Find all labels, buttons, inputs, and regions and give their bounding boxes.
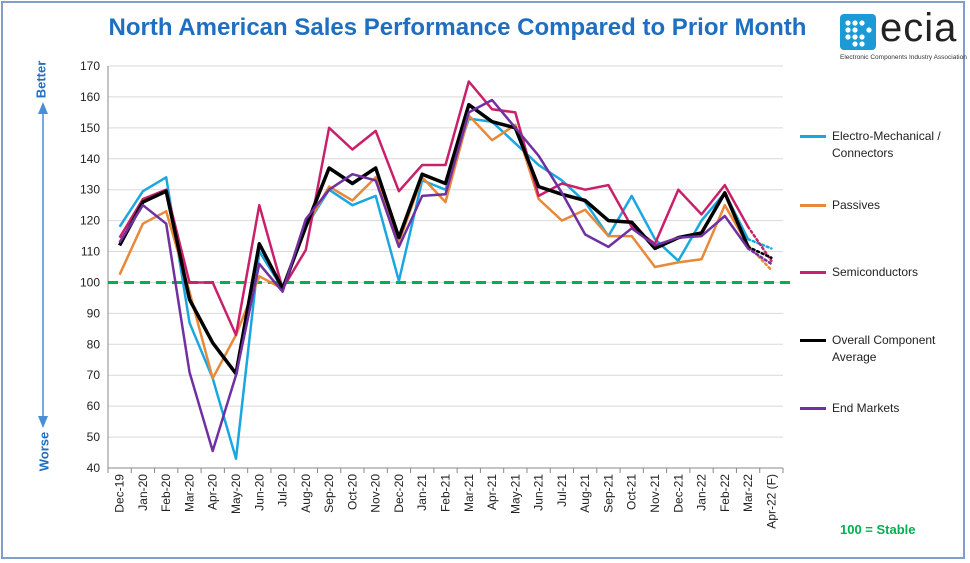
x-tick-label: Feb-20 — [159, 474, 173, 512]
y-tick-label: 90 — [87, 306, 101, 320]
y-tick-label: 60 — [87, 399, 101, 413]
x-tick-label: Aug-20 — [299, 474, 313, 513]
x-tick-label: Feb-22 — [718, 474, 732, 512]
y-tick-label: 160 — [80, 90, 100, 104]
y-tick-label: 140 — [80, 152, 100, 166]
x-tick-label: Nov-20 — [369, 474, 383, 513]
series-lines — [118, 80, 773, 460]
x-tick-label: Mar-22 — [741, 474, 755, 512]
legend-swatch-passives — [800, 204, 826, 207]
x-tick-label: Jan-22 — [695, 474, 709, 511]
legend-label-end-markets: End Markets — [832, 401, 900, 415]
x-axis: Dec-19 Jan-20 Feb-20 Mar-20 Apr-20 May-20 Jun-… — [107, 467, 784, 529]
y-tick-label: 150 — [80, 121, 100, 135]
x-tick-label: Jul-21 — [555, 474, 569, 507]
legend-label-passives: Passives — [832, 198, 881, 212]
y-tick-label: 130 — [80, 183, 100, 197]
better-worse-arrow — [38, 102, 48, 428]
legend-swatch-end-markets — [800, 407, 826, 410]
series-forecast-3 — [746, 245, 773, 259]
y-tick-label: 120 — [80, 214, 100, 228]
stable-note: 100 = Stable — [840, 522, 916, 537]
series-line-4 — [118, 98, 750, 453]
x-tick-label: Jan-20 — [136, 474, 150, 511]
x-tick-label: Feb-21 — [439, 474, 453, 512]
x-tick-label: Jan-21 — [415, 474, 429, 511]
x-tick-label: Mar-21 — [462, 474, 476, 512]
x-tick-label: Apr-20 — [206, 474, 220, 510]
chart-title: North American Sales Performance Compare… — [108, 14, 807, 41]
series-forecast-4 — [746, 247, 773, 266]
y-tick-label: 50 — [87, 430, 101, 444]
ecia-logo-wordmark: ecia — [880, 6, 958, 50]
x-tick-label: Oct-21 — [625, 474, 639, 510]
legend-swatch-overall — [800, 339, 826, 342]
series-line-0 — [118, 117, 750, 460]
x-tick-label: Apr-21 — [485, 474, 499, 510]
y-tick-label: 100 — [80, 275, 100, 289]
y-axis: 40 50 60 70 80 90 100 110 120 130 140 150 160 170 — [80, 59, 109, 475]
x-tick-label: Aug-21 — [578, 474, 592, 513]
x-tick-label: Jun-20 — [252, 474, 266, 511]
legend-swatch-electro-mechanical — [800, 135, 826, 138]
x-tick-label: Dec-21 — [671, 474, 685, 513]
x-tick-label: Jul-20 — [276, 474, 290, 507]
y-tick-label: 170 — [80, 59, 100, 73]
legend-label-overall: Overall Component Average — [832, 333, 936, 364]
y-tick-label: 80 — [87, 337, 101, 351]
x-tick-label: Nov-21 — [648, 474, 662, 513]
y-tick-label: 70 — [87, 368, 101, 382]
x-tick-label: Dec-19 — [113, 474, 127, 513]
ecia-logo: ecia Electronic Components Industry Asso… — [840, 6, 967, 64]
x-tick-label: Mar-20 — [182, 474, 196, 512]
x-tick-label: Sep-21 — [601, 474, 615, 513]
legend-label-semiconductors: Semiconductors — [832, 265, 919, 279]
legend-label-electro-mechanical: Electro-Mechanical / Connectors — [832, 129, 941, 160]
x-tick-label: Dec-20 — [392, 474, 406, 513]
x-tick-label: May-21 — [508, 474, 522, 514]
x-tick-label: Jun-21 — [532, 474, 546, 511]
gridlines — [108, 65, 783, 469]
ecia-logo-icon — [840, 14, 876, 50]
y-tick-label: 110 — [81, 245, 100, 259]
series-line-2 — [118, 80, 750, 337]
legend-swatch-semiconductors — [800, 271, 826, 274]
x-tick-label: Sep-20 — [322, 474, 336, 513]
y-tick-label: 40 — [87, 461, 101, 475]
ecia-logo-subtitle: Electronic Components Industry Associati… — [840, 54, 967, 61]
x-tick-label: Oct-20 — [345, 474, 359, 510]
x-tick-label: May-20 — [229, 474, 243, 514]
x-tick-label: Apr-22 (F) — [764, 474, 778, 529]
